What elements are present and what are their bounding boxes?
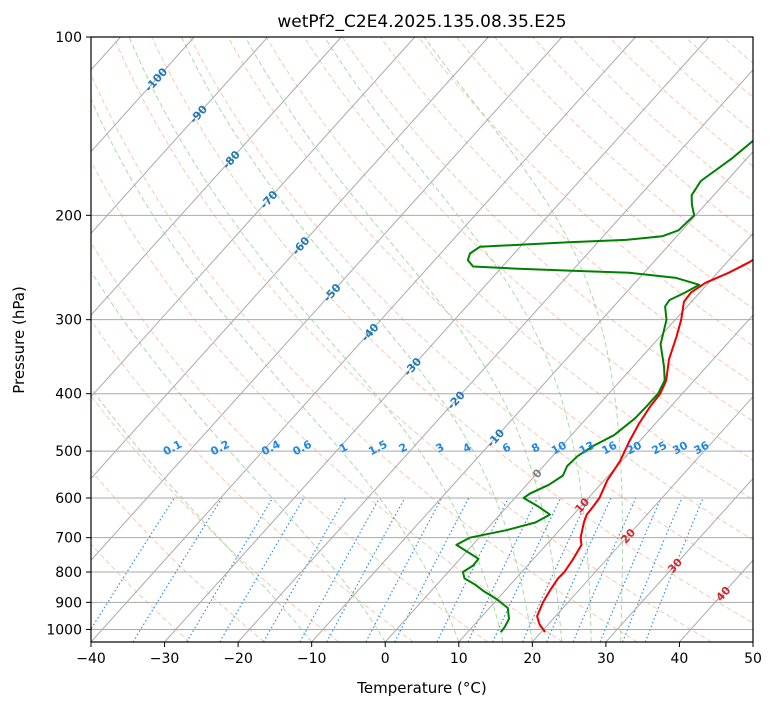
isotherm-line xyxy=(164,37,710,642)
plot-frame xyxy=(90,36,754,643)
temperature-profile-line xyxy=(536,258,753,633)
isotherm-line xyxy=(91,37,195,153)
mixing-ratio-line xyxy=(644,497,704,642)
dry-adiabat-line xyxy=(91,73,638,642)
mixing-ratio-line xyxy=(467,497,538,642)
y-tick-label: 1000 xyxy=(46,622,82,638)
isotherm-line xyxy=(237,69,753,642)
isotherm-line xyxy=(91,37,342,316)
moist-adiabat-line xyxy=(324,37,592,642)
dry-adiabat-line xyxy=(341,37,753,422)
mixing-ratio-line xyxy=(365,497,443,642)
mixing-ratio-line xyxy=(521,497,589,642)
dewpoint-profile-line xyxy=(455,139,753,633)
isotherm-line xyxy=(384,232,753,642)
moist-adiabat-line xyxy=(128,37,504,642)
y-tick-label: 700 xyxy=(55,531,82,547)
background-lines xyxy=(91,37,753,642)
y-tick-label: 900 xyxy=(55,595,82,611)
mixing-ratio-label: 13 xyxy=(577,439,597,458)
moist-adiabat-line xyxy=(91,270,386,642)
dry-adiabat-line xyxy=(418,37,753,347)
dry-adiabat-line xyxy=(91,160,563,642)
mixing-ratio-label: 36 xyxy=(692,439,712,458)
x-tick-label: −30 xyxy=(150,651,180,667)
isotherm-line xyxy=(311,150,753,642)
chart-title: wetPf2_C2E4.2025.135.08.35.E25 xyxy=(277,12,566,32)
y-tick-label: 400 xyxy=(55,387,82,403)
isotherm-line xyxy=(91,37,416,398)
moist-adiabat-line xyxy=(91,387,313,642)
x-tick-label: −10 xyxy=(297,651,327,667)
y-tick-label: 300 xyxy=(55,313,82,329)
mixing-ratio-line xyxy=(91,497,175,630)
isotherm-line xyxy=(91,37,269,235)
mixing-ratio-line xyxy=(546,497,612,642)
mixing-ratio-line xyxy=(132,497,223,642)
dry-adiabat-line xyxy=(91,469,265,642)
x-axis-title: Temperature (°C) xyxy=(356,679,486,697)
mixing-ratio-line xyxy=(326,497,406,642)
plot-area xyxy=(91,37,753,642)
x-axis: −40 −30 −20 −10 0 10 20 30 40 50 xyxy=(76,642,762,667)
y-tick-label: 100 xyxy=(55,30,82,46)
isotherm-line xyxy=(531,396,753,642)
x-tick-label: 40 xyxy=(671,651,689,667)
mixing-ratio-label: 30 xyxy=(670,439,690,458)
y-tick-label: 500 xyxy=(55,444,82,460)
dry-adiabat-line xyxy=(303,37,753,461)
moist-adiabat-line xyxy=(244,37,563,642)
x-tick-label: 0 xyxy=(381,651,390,667)
moist-adiabat-line xyxy=(423,37,623,642)
dry-adiabat-line xyxy=(151,37,753,624)
series-lines xyxy=(455,139,753,633)
isotherm-line xyxy=(605,477,753,642)
x-tick-label: 50 xyxy=(744,651,762,667)
isotherm-line xyxy=(458,314,753,642)
x-tick-label: −40 xyxy=(76,651,106,667)
mixing-ratio-label: 16 xyxy=(600,439,620,458)
mixing-ratio-line xyxy=(622,497,683,642)
isotherm-line xyxy=(752,641,753,642)
y-axis-title: Pressure (hPa) xyxy=(10,286,28,394)
mixing-ratio-line xyxy=(394,497,470,642)
dry-adiabat-line xyxy=(189,37,753,582)
mixing-ratio-line xyxy=(572,497,637,642)
mixing-ratio-label: 20 xyxy=(624,439,644,458)
y-tick-label: 800 xyxy=(55,565,82,581)
dry-adiabat-line xyxy=(91,241,489,642)
x-tick-label: −20 xyxy=(223,651,253,667)
isotherm-line xyxy=(91,37,489,480)
x-tick-label: 30 xyxy=(597,651,615,667)
y-axis: 100 200 300 400 500 600 700 800 900 1000 xyxy=(46,30,91,638)
dry-adiabat-line xyxy=(456,37,753,310)
isotherm-line xyxy=(91,37,636,642)
isotherm-line xyxy=(91,37,563,562)
x-tick-label: 10 xyxy=(450,651,468,667)
moist-adiabat-line xyxy=(91,98,460,642)
y-tick-label: 600 xyxy=(55,491,82,507)
y-tick-label: 200 xyxy=(55,208,82,224)
mixing-ratio-line xyxy=(492,497,562,642)
moist-adiabat-line xyxy=(181,37,533,642)
mixing-ratio-line xyxy=(599,497,662,642)
x-tick-label: 20 xyxy=(523,651,541,667)
mixing-ratio-line xyxy=(186,497,274,642)
mixing-ratio-label: 25 xyxy=(650,439,670,458)
mixing-ratio-label: 10 xyxy=(549,439,569,458)
